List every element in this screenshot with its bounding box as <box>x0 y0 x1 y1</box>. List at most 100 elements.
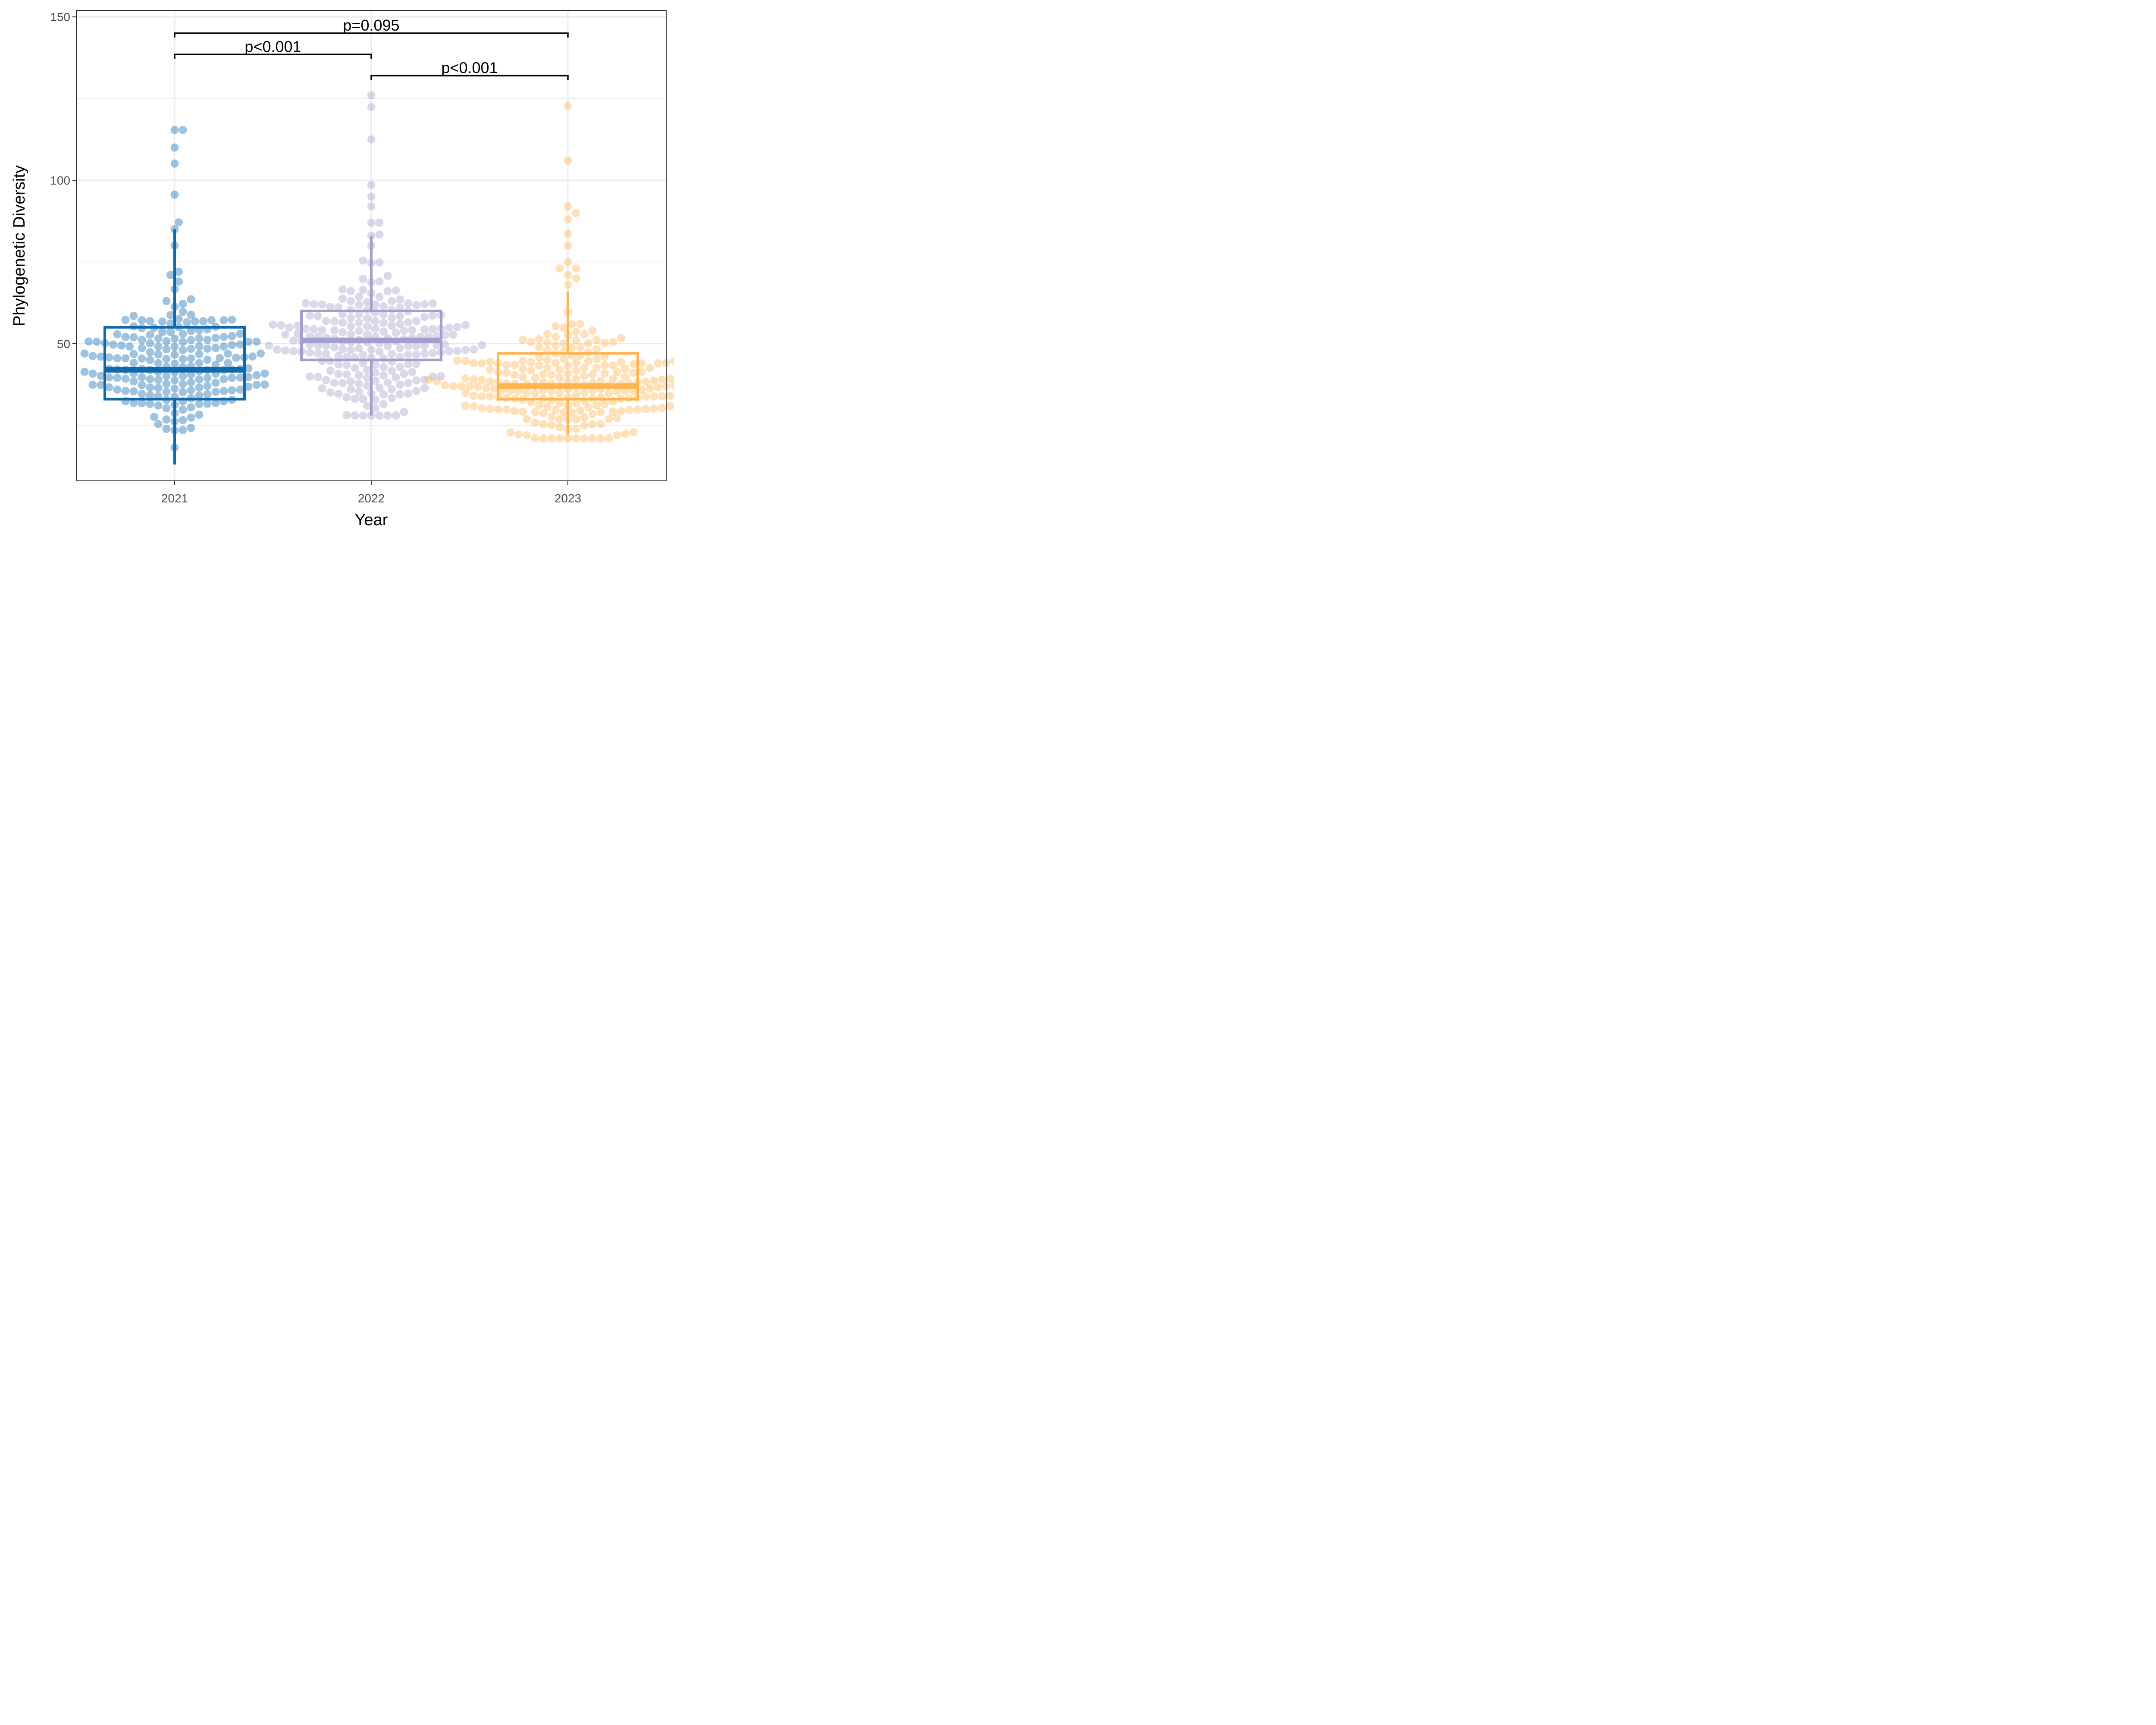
point <box>322 376 330 384</box>
point <box>379 371 388 380</box>
point <box>379 400 388 408</box>
point <box>211 333 220 342</box>
data-points <box>80 91 674 452</box>
point <box>347 385 355 394</box>
point <box>138 344 146 352</box>
point <box>396 344 404 352</box>
point <box>552 406 560 414</box>
point <box>334 370 343 378</box>
point <box>367 181 376 189</box>
point <box>555 365 564 374</box>
point <box>355 344 363 353</box>
point <box>535 353 543 362</box>
point <box>338 285 347 294</box>
point <box>572 358 580 367</box>
point <box>170 159 179 168</box>
point <box>347 297 355 306</box>
point <box>494 405 502 414</box>
point <box>388 297 396 306</box>
point <box>338 328 347 336</box>
point <box>117 341 125 350</box>
point <box>179 372 187 380</box>
point <box>412 386 420 395</box>
point <box>560 408 568 417</box>
point <box>592 355 601 364</box>
point <box>506 387 515 395</box>
point <box>453 347 461 355</box>
point <box>359 411 367 420</box>
point <box>531 408 539 416</box>
point <box>650 376 658 385</box>
point <box>383 378 392 387</box>
x-tick-label: 2023 <box>555 492 581 505</box>
point <box>232 354 240 362</box>
point <box>420 384 429 392</box>
point <box>203 336 212 344</box>
point <box>383 342 392 351</box>
point <box>170 350 179 359</box>
point <box>113 354 122 363</box>
x-axis-title: Year <box>355 511 388 529</box>
point <box>506 428 515 437</box>
point <box>310 325 318 334</box>
point <box>187 386 195 395</box>
point <box>523 388 531 397</box>
point <box>367 218 376 227</box>
point <box>568 343 576 352</box>
point <box>404 318 412 327</box>
point <box>547 434 556 443</box>
point <box>564 242 572 250</box>
point <box>97 381 105 389</box>
point <box>318 326 326 334</box>
point <box>404 360 412 369</box>
point <box>375 258 384 267</box>
point <box>429 349 437 358</box>
point <box>375 277 384 286</box>
point <box>470 359 478 367</box>
point <box>621 387 630 395</box>
point <box>330 343 338 352</box>
point <box>670 381 674 389</box>
point <box>511 407 519 415</box>
point <box>363 382 371 390</box>
point <box>359 285 367 294</box>
point <box>170 190 179 199</box>
point <box>129 359 138 367</box>
point <box>375 383 384 392</box>
point <box>314 349 322 358</box>
point <box>146 348 154 357</box>
point <box>187 345 195 353</box>
point <box>555 434 564 443</box>
point <box>342 393 351 401</box>
point <box>564 102 572 110</box>
point <box>568 408 576 417</box>
point <box>633 405 642 414</box>
point <box>175 277 183 286</box>
x-axis: 2021 2022 2023 <box>161 481 581 505</box>
point <box>146 391 154 400</box>
point <box>367 135 376 144</box>
point <box>347 377 355 386</box>
comparison-p-label: p<0.001 <box>244 38 301 55</box>
point <box>93 337 101 346</box>
point <box>154 384 163 392</box>
point <box>88 369 97 378</box>
point <box>629 360 638 369</box>
point <box>552 341 560 350</box>
point <box>404 350 412 359</box>
point <box>355 318 363 327</box>
point <box>121 354 130 363</box>
point <box>654 359 662 367</box>
point <box>388 385 396 394</box>
point <box>400 326 408 335</box>
point <box>400 370 408 378</box>
point <box>543 402 552 411</box>
point <box>334 389 343 398</box>
point <box>396 363 404 371</box>
point <box>187 336 195 344</box>
point <box>138 336 146 344</box>
point <box>330 317 338 326</box>
point <box>228 341 236 349</box>
point <box>564 271 572 279</box>
